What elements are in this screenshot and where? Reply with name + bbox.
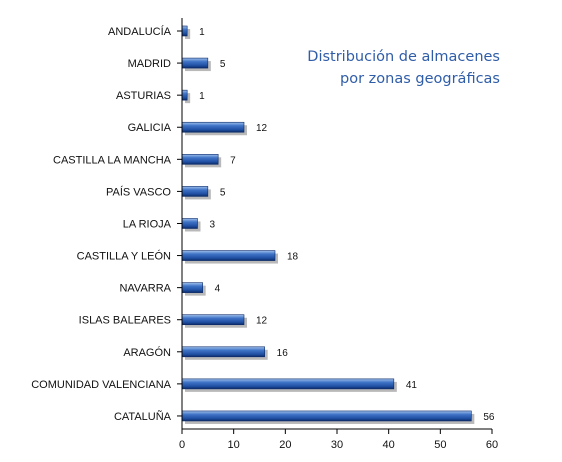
bar (181, 410, 472, 422)
category-label: MADRID (128, 58, 171, 70)
bar (181, 218, 198, 229)
category-label: ARAGÓN (123, 346, 171, 359)
data-label: 7 (230, 155, 236, 166)
x-tick-label: 10 (228, 439, 240, 451)
data-label: 12 (256, 316, 268, 327)
data-label: 4 (215, 284, 221, 295)
data-label: 18 (287, 252, 299, 263)
category-label: ISLAS BALEARES (79, 315, 171, 327)
x-tick-label: 60 (486, 439, 498, 451)
x-tick-label: 0 (179, 439, 185, 451)
data-label: 5 (220, 59, 226, 70)
bar (181, 186, 209, 197)
x-tick-label: 50 (434, 439, 446, 451)
category-label: LA RIOJA (123, 218, 172, 230)
data-label: 1 (199, 27, 205, 38)
x-tick-label: 30 (331, 439, 343, 451)
bar (181, 25, 188, 37)
bar (181, 314, 245, 326)
data-label: 12 (256, 123, 268, 134)
category-label: CASTILLA Y LEÓN (77, 250, 171, 263)
data-label: 3 (210, 219, 216, 230)
data-label: 5 (220, 187, 226, 198)
category-label: NAVARRA (119, 283, 171, 295)
category-label: CATALUÑA (114, 410, 172, 423)
bar (181, 250, 276, 261)
chart-title-line-2: por zonas geográficas (340, 71, 500, 87)
bar (181, 57, 209, 69)
bar (181, 378, 395, 390)
bar-shadow (185, 93, 191, 104)
category-label: CASTILLA LA MANCHA (53, 154, 172, 166)
bar (181, 121, 245, 133)
category-label: ANDALUCÍA (108, 25, 172, 38)
bar (181, 282, 203, 293)
category-label: COMUNIDAD VALENCIANA (31, 379, 171, 391)
chart-title-line-1: Distribución de almacenes (307, 49, 500, 65)
x-tick-label: 40 (383, 439, 395, 451)
x-tick-label: 20 (279, 439, 291, 451)
data-label: 56 (483, 412, 495, 423)
bar (181, 346, 265, 358)
category-label: PAÍS VASCO (106, 185, 171, 198)
chart-title: Distribución de almacenes por zonas geog… (307, 46, 500, 90)
bar (181, 89, 188, 101)
category-label: ASTURIAS (116, 90, 171, 102)
data-label: 41 (406, 380, 418, 391)
bar (181, 154, 219, 165)
bar-shadow (185, 29, 191, 39)
category-label: GALICIA (128, 122, 172, 134)
data-label: 16 (277, 348, 289, 359)
data-label: 1 (199, 91, 205, 102)
